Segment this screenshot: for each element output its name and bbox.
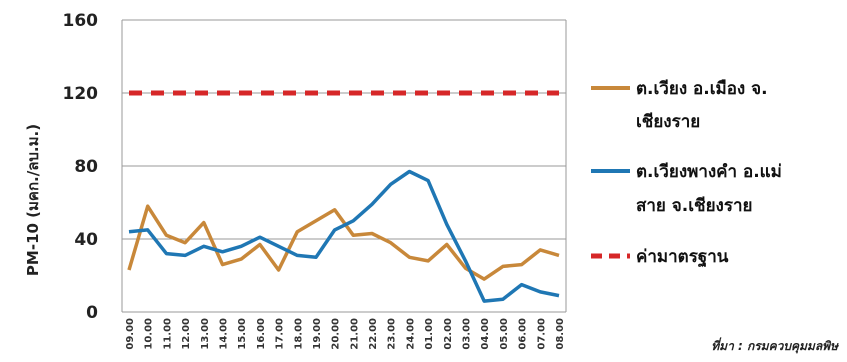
x-tick-label: 03.00 [462,318,473,350]
series-line-2 [128,169,560,303]
x-tick-label: 22.00 [368,318,379,350]
x-tick-label: 23.00 [387,318,398,350]
x-tick-label: 15.00 [237,318,248,350]
legend-label-series-1-line-2: เชียงราย [636,111,700,132]
x-tick-labels: 09.00 10.00 11.00 12.00 13.00 14.00 15.00 16.00… [125,318,566,350]
x-tick-label: 11.00 [162,318,173,350]
legend: ต.เวียง อ.เมือง จ. เชียงราย ต.เวียงพางคำ… [591,78,782,268]
y-tick-label: 80 [74,157,98,177]
x-tick-label: 17.00 [275,318,286,350]
legend-label-series-2-line-2: สาย จ.เชียงราย [636,195,752,216]
x-tick-label: 09.00 [125,318,136,350]
x-tick-label: 12.00 [181,318,192,350]
x-tick-label: 08.00 [555,318,566,350]
legend-label-standard: ค่ามาตรฐาน [636,247,729,268]
source-note: ที่มา : กรมควบคุมมลพิษ [711,337,839,354]
plot-frame [121,20,567,312]
y-tick-label: 0 [86,303,98,323]
legend-item-standard: ค่ามาตรฐาน [591,247,729,268]
series-line-1 [127,204,560,281]
y-tick-label: 120 [63,84,99,104]
x-tick-label: 19.00 [312,318,323,350]
y-tick-labels: 0 40 80 120 160 [63,11,99,323]
y-tick-label: 40 [74,230,98,250]
legend-label-series-2-line-1: ต.เวียงพางคำ อ.แม่ [636,161,782,182]
x-tick-label: 24.00 [405,318,416,350]
x-tick-label: 06.00 [518,318,529,350]
x-tick-label: 13.00 [200,318,211,350]
x-tick-label: 04.00 [480,318,491,350]
x-tick-label: 21.00 [349,318,360,350]
legend-item-series-2: ต.เวียงพางคำ อ.แม่ สาย จ.เชียงราย [591,161,782,216]
x-tick-label: 16.00 [256,318,267,350]
legend-item-series-1: ต.เวียง อ.เมือง จ. เชียงราย [591,78,768,132]
x-tick-label: 07.00 [536,318,547,350]
x-tick-label: 01.00 [424,318,435,350]
x-tick-label: 18.00 [293,318,304,350]
legend-label-series-1-line-1: ต.เวียง อ.เมือง จ. [636,78,768,99]
y-tick-label: 160 [63,11,99,31]
x-tick-label: 20.00 [331,318,342,350]
series-lines [127,90,560,303]
x-tick-label: 10.00 [144,318,155,350]
x-tick-label: 14.00 [218,318,229,350]
x-tick-label: 05.00 [499,318,510,350]
y-axis-label: PM-10 (มคก./ลบ.ม.) [24,124,42,276]
x-tick-label: 02.00 [443,318,454,350]
